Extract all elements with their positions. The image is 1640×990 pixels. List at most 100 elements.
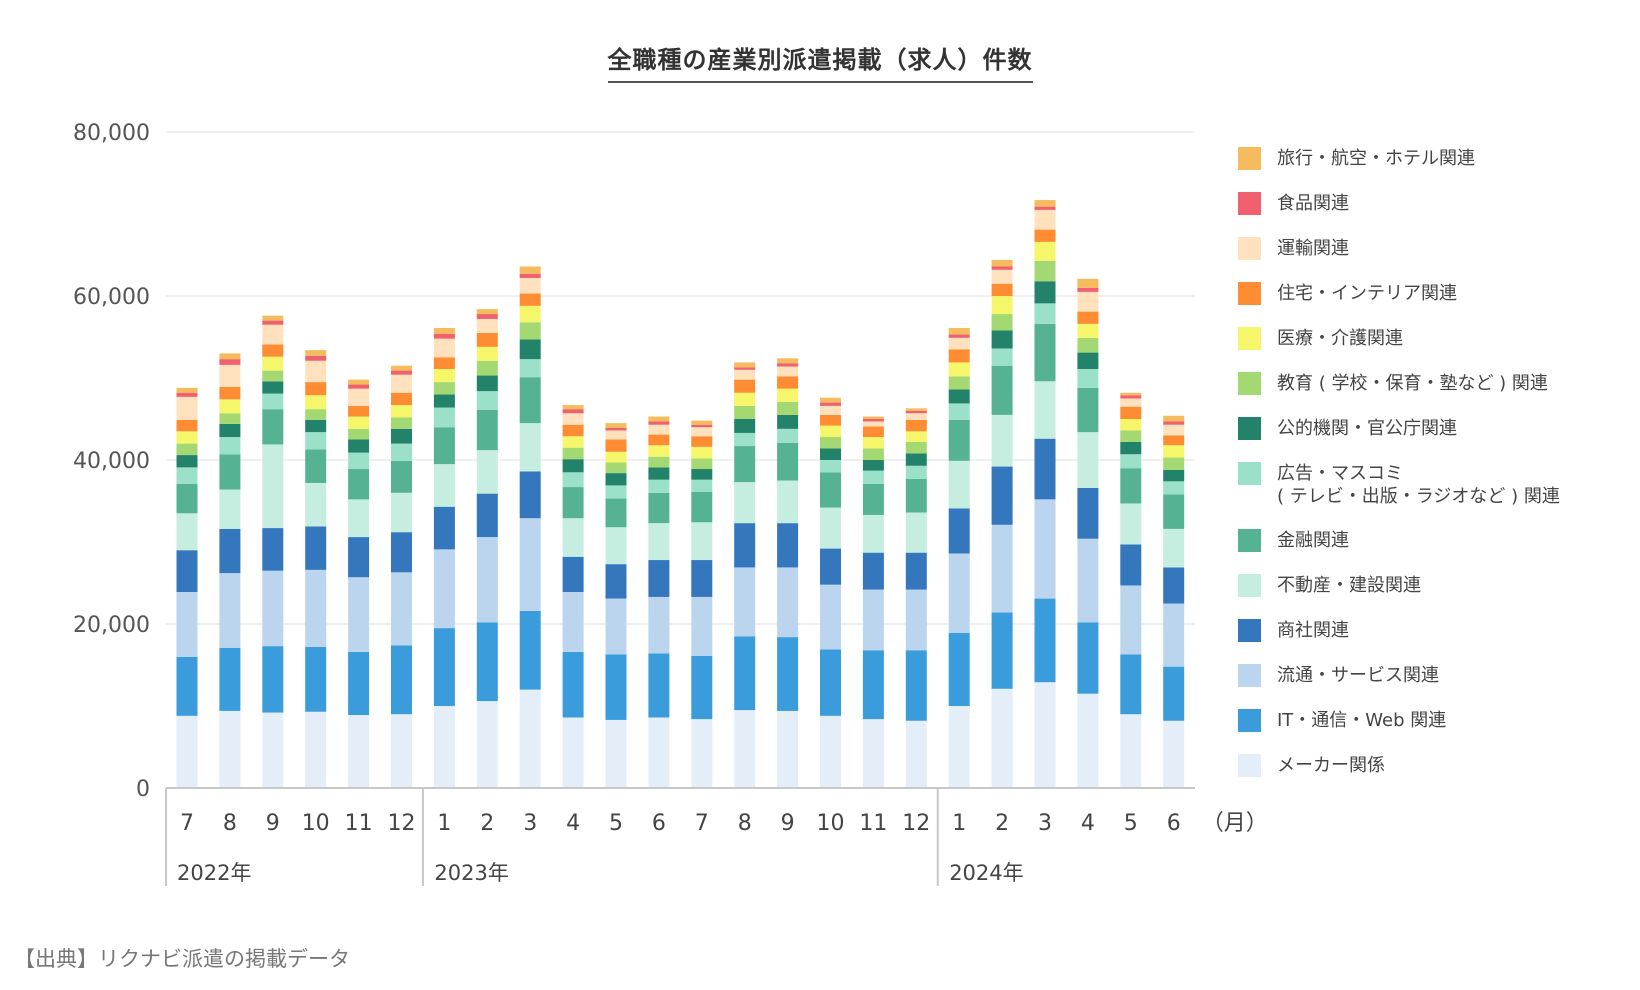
legend-label: メーカー関係 (1277, 755, 1385, 776)
x-tick-label: 4 (1081, 811, 1095, 836)
legend-item[interactable]: 金融関連 (1238, 529, 1349, 553)
legend-item[interactable]: 住宅・インテリア関連 (1238, 282, 1457, 306)
bar-segment (262, 356, 284, 371)
legend-item[interactable]: 商社関連 (1238, 619, 1349, 643)
bar-segment (948, 508, 970, 554)
bar-segment (262, 381, 284, 394)
bar-segment (348, 405, 370, 417)
bar-segment (820, 437, 841, 449)
bar-segment (862, 470, 884, 484)
legend-item[interactable]: 医療・介護関連 (1238, 327, 1403, 351)
bar-segment (1077, 387, 1099, 433)
bar-segment (433, 464, 455, 507)
legend-item[interactable]: 不動産・建設関連 (1238, 574, 1421, 598)
legend-item[interactable]: 運輸関連 (1238, 237, 1349, 261)
bar-segment (391, 417, 412, 429)
bar-segment (734, 419, 756, 433)
bar-segment (519, 277, 541, 294)
x-tick-label: 3 (523, 811, 537, 836)
bar-segment (305, 360, 327, 383)
bar-segment (562, 487, 584, 519)
legend-item[interactable]: 教育 ( 学校・保育・塾など ) 関連 (1238, 372, 1548, 396)
legend-item[interactable]: 公的機関・官公庁関連 (1238, 417, 1457, 441)
bar-segment (691, 424, 713, 428)
legend-item[interactable]: 旅行・航空・ホテル関連 (1238, 147, 1475, 171)
bar-segment (820, 414, 841, 426)
legend-item[interactable]: メーカー関係 (1238, 754, 1385, 778)
bar-segment (1077, 487, 1099, 539)
bar-segment (1163, 421, 1185, 425)
legend-item[interactable]: IT・通信・Web 関連 (1238, 709, 1446, 733)
x-tick-label: 6 (1167, 811, 1181, 836)
bar-segment (948, 376, 970, 390)
legend-swatch (1238, 709, 1261, 732)
bar-segment (176, 392, 198, 397)
bar-segment (648, 596, 670, 654)
bar-segment (605, 564, 627, 599)
legend-label: 食品関連 (1277, 193, 1349, 214)
bar-segment (176, 715, 198, 788)
bar-segment (948, 633, 970, 706)
bar-segment (820, 448, 841, 460)
bar-segment (605, 423, 627, 429)
bar-segment (691, 479, 713, 492)
bar-segment (348, 499, 370, 538)
bars (176, 200, 1185, 788)
bar-segment (820, 649, 841, 716)
bar-segment (476, 391, 498, 410)
bar-segment (777, 363, 799, 367)
bar-segment (219, 647, 241, 711)
bar-segment (176, 550, 198, 593)
x-tick-label: 8 (738, 811, 752, 836)
bar-segment (777, 710, 799, 788)
bar-segment (476, 622, 498, 702)
bar-segment (219, 399, 241, 414)
bar-segment (1034, 381, 1056, 439)
bar-segment (1163, 424, 1185, 436)
bar-segment (862, 589, 884, 651)
bar-segment (1120, 454, 1142, 469)
bar-segment (605, 719, 627, 788)
legend-swatch (1238, 574, 1261, 597)
bar-segment (777, 388, 799, 402)
bar-segment (519, 518, 541, 611)
bar-segment (176, 419, 198, 432)
legend-item[interactable]: 広告・マスコミ ( テレビ・出版・ラジオなど ) 関連 (1238, 462, 1560, 507)
x-tick-label: 11 (859, 811, 887, 836)
bar-segment (391, 492, 412, 533)
bar-segment (1120, 392, 1142, 396)
legend-item[interactable]: 流通・サービス関連 (1238, 664, 1439, 688)
bar-segment (391, 460, 412, 493)
bar-segment (691, 436, 713, 447)
bar-segment (991, 466, 1013, 525)
x-tick-label: 5 (1124, 811, 1138, 836)
chart-title: 全職種の産業別派遣掲載（求人）件数 (0, 40, 1640, 83)
bar-segment (991, 314, 1013, 331)
bar-segment (648, 492, 670, 524)
bar-segment (691, 469, 713, 480)
bar-segment (305, 395, 327, 410)
bar-stack (176, 387, 198, 788)
bar-segment (862, 460, 884, 471)
bar-segment (777, 376, 799, 389)
legend-item[interactable]: 食品関連 (1238, 192, 1349, 216)
bar-segment (305, 355, 327, 361)
legend-swatch (1238, 664, 1261, 687)
bar-segment (305, 449, 327, 483)
bar-segment (176, 483, 198, 514)
bar-segment (905, 419, 927, 432)
bar-segment (262, 344, 284, 357)
bar-segment (562, 409, 584, 414)
bar-segment (262, 324, 284, 345)
year-label: 2022年 (177, 861, 251, 885)
bar-segment (820, 472, 841, 508)
bar-segment (777, 414, 799, 429)
bar-segment (1163, 481, 1185, 495)
bar-stack (948, 327, 970, 788)
bar-segment (519, 322, 541, 340)
bar-segment (519, 305, 541, 323)
bar-segment (991, 524, 1013, 613)
bar-segment (433, 706, 455, 788)
gridlines (166, 131, 1195, 625)
bar-segment (820, 584, 841, 650)
